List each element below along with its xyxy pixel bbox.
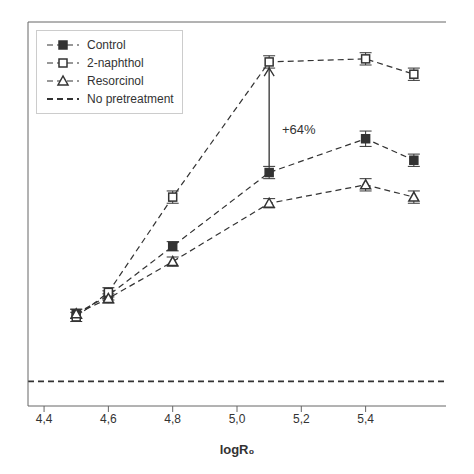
svg-text:5,4: 5,4 bbox=[357, 412, 374, 426]
html-text:Control: Control bbox=[87, 38, 126, 52]
html-text:2-naphthol: 2-naphthol bbox=[87, 56, 144, 70]
svg-text:4,4: 4,4 bbox=[36, 412, 53, 426]
svg-text:4,6: 4,6 bbox=[100, 412, 117, 426]
svg-text:5,2: 5,2 bbox=[293, 412, 310, 426]
svg-text:+64%: +64% bbox=[282, 122, 316, 137]
html-text:Resorcinol: Resorcinol bbox=[87, 74, 144, 88]
svg-text:logR₀: logR₀ bbox=[220, 442, 255, 457]
html-text:No pretreatment: No pretreatment bbox=[87, 92, 174, 106]
svg-text:5,0: 5,0 bbox=[229, 412, 246, 426]
svg-text:4,8: 4,8 bbox=[164, 412, 181, 426]
